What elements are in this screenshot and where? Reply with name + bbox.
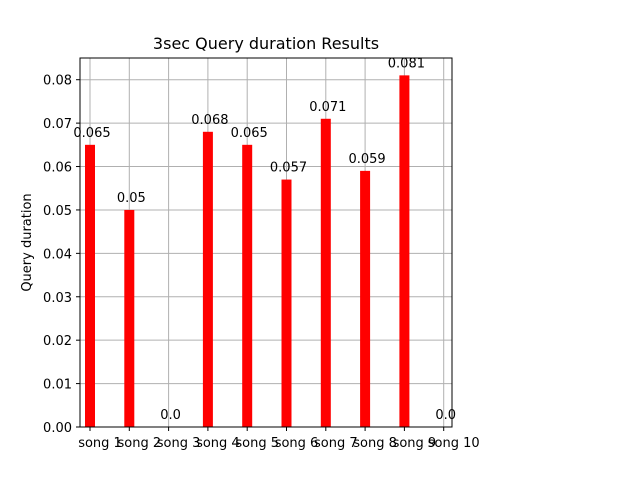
chart-title: 3sec Query duration Results — [153, 34, 379, 53]
y-tick-label: 0.03 — [43, 291, 72, 306]
bar-value-label: 0.081 — [388, 56, 425, 71]
x-tick-label: song 3 — [157, 436, 201, 451]
bars — [85, 75, 410, 428]
bar-value-label: 0.059 — [348, 152, 385, 167]
bar — [242, 144, 253, 427]
bar-value-label: 0.071 — [309, 100, 346, 115]
bar — [399, 75, 410, 427]
x-tick-label: song 10 — [428, 436, 480, 451]
bar-value-label: 0.0 — [435, 408, 456, 423]
bar-value-labels: 0.0650.050.00.0680.0650.0570.0710.0590.0… — [73, 56, 456, 423]
y-tick-label: 0.04 — [43, 247, 72, 262]
x-tick-label: song 7 — [314, 436, 358, 451]
y-tick-label: 0.02 — [43, 334, 72, 349]
bar — [281, 179, 292, 427]
plot-frame — [79, 57, 453, 428]
x-tick-label: song 8 — [353, 436, 397, 451]
x-tick-label: song 1 — [78, 436, 122, 451]
bar-value-label: 0.065 — [73, 126, 110, 141]
bar-value-label: 0.065 — [231, 126, 268, 141]
bar-value-label: 0.05 — [117, 191, 146, 206]
bar — [360, 170, 371, 427]
bar — [85, 144, 95, 427]
y-tick-label: 0.07 — [43, 117, 72, 132]
x-tick-label: song 6 — [275, 436, 319, 451]
bar-value-label: 0.068 — [191, 113, 228, 128]
axis-ticks: 0.00 0.01 0.02 0.03 0.04 0.05 0.06 0.07 0.08 song… — [43, 74, 480, 451]
y-tick-label: 0.05 — [43, 204, 72, 219]
y-tick-label: 0.01 — [43, 378, 72, 393]
x-tick-label: song 5 — [235, 436, 279, 451]
y-tick-label: 0.06 — [43, 161, 72, 176]
y-tick-label: 0.08 — [43, 74, 72, 89]
x-tick-label: song 9 — [393, 436, 437, 451]
bar — [320, 118, 331, 427]
x-tick-label: song 4 — [196, 436, 240, 451]
bar — [202, 131, 213, 428]
grid-lines — [80, 58, 452, 428]
x-tick-label: song 2 — [117, 436, 161, 451]
bar — [124, 209, 135, 427]
bar-value-label: 0.057 — [270, 161, 307, 176]
bar-value-label: 0.0 — [160, 408, 181, 423]
y-axis-label: Query duration — [20, 193, 35, 291]
y-tick-label: 0.00 — [43, 421, 72, 436]
